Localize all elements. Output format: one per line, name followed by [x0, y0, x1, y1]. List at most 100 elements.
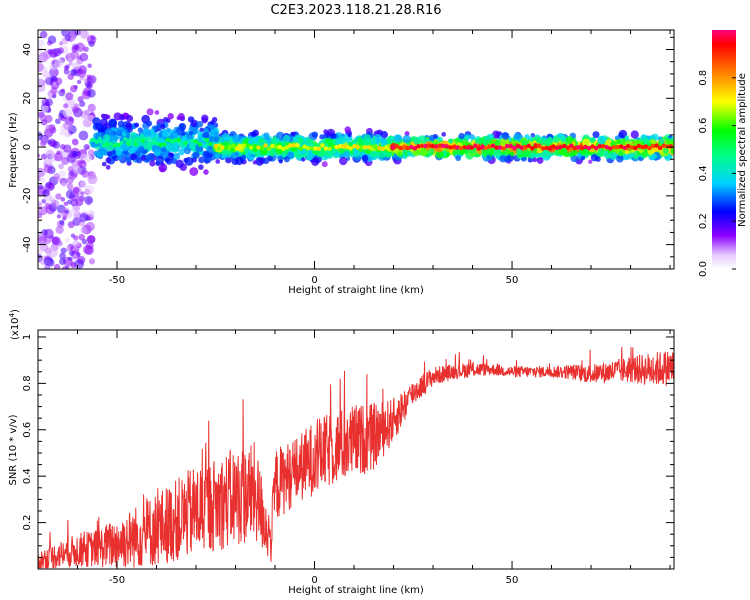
spectrogram-ridge-cell: [579, 146, 585, 151]
spectrogram-cell: [38, 212, 43, 219]
spectrogram-cell: [412, 149, 420, 157]
spectrogram-ytick-label: 20: [22, 92, 33, 105]
spectrogram-ridge-2: [213, 143, 396, 152]
spectrogram-cell: [62, 215, 68, 220]
spectrogram-ridge-cell: [608, 146, 613, 151]
spectrogram-cell: [202, 151, 210, 158]
spectrogram-cell: [671, 135, 674, 141]
spectrogram-cell: [370, 140, 376, 146]
spectrogram-cell: [160, 123, 166, 130]
spectrogram-ridge-cell: [238, 144, 243, 149]
spectrogram-xtick-label: 50: [506, 275, 519, 286]
spectrogram-ridge-cell: [147, 141, 153, 147]
spectrogram-cell: [59, 220, 65, 226]
spectrogram-ridge-cell: [133, 142, 139, 147]
spectrogram-cell: [76, 252, 81, 257]
spectrogram-ridge-cell: [483, 145, 489, 151]
spectrogram-ridge-cell: [126, 142, 132, 147]
spectrogram-cell: [363, 134, 372, 143]
spectrogram-cell: [178, 123, 187, 131]
spectrogram-cell: [361, 154, 369, 162]
spectrogram-cell: [78, 130, 89, 141]
spectrogram-cell: [643, 139, 650, 146]
spectrogram-cell: [201, 114, 209, 122]
spectrogram-cell: [38, 206, 48, 216]
spectrogram-cell: [72, 239, 80, 248]
spectrogram-cell: [77, 96, 84, 103]
spectrogram-cell: [580, 156, 586, 161]
spectrogram-cell: [85, 81, 92, 89]
spectrogram-cell: [38, 39, 45, 47]
spectrogram-cell: [184, 156, 194, 166]
spectrogram-ridge-cell: [547, 146, 553, 151]
spectrogram-cell: [189, 167, 199, 176]
spectrogram-ridge-cell: [572, 146, 578, 151]
snr-series-line: [38, 346, 674, 569]
spectrogram-cell: [151, 144, 160, 153]
spectrogram-cell: [321, 161, 328, 168]
spectrogram-cell: [56, 151, 61, 156]
spectrogram-cell: [54, 58, 64, 68]
spectrogram-cell: [263, 132, 270, 139]
colorbar-tick-label: 0.8: [698, 70, 709, 86]
spectrogram-cell: [232, 134, 242, 143]
spectrogram-cell: [290, 131, 296, 137]
spectrogram-cell: [559, 135, 567, 142]
spectrogram-cell: [67, 199, 72, 205]
spectrogram-ridge-cell: [220, 145, 226, 150]
spectrogram-cell: [581, 138, 591, 147]
spectrogram-cell: [282, 135, 291, 143]
spectrogram-ridge-cell: [112, 143, 117, 148]
spectrogram-ridge-cell: [165, 137, 171, 143]
spectrogram-cell: [201, 143, 207, 149]
spectrogram-cell: [154, 110, 160, 115]
spectrogram-cell: [640, 134, 647, 141]
colorbar-tick-label: 0.4: [698, 165, 709, 181]
spectrogram-cell: [370, 150, 378, 158]
spectrogram-cell: [38, 153, 41, 158]
spectrogram-cell: [65, 245, 71, 251]
spectrogram-cell: [301, 157, 306, 162]
spectrogram-cell: [397, 151, 402, 156]
spectrogram-cell: [41, 104, 49, 113]
spectrogram-cell: [38, 167, 46, 178]
spectrogram-cell: [77, 65, 87, 75]
spectrogram-cell: [84, 245, 94, 256]
spectrogram-cell: [63, 201, 69, 207]
spectrogram-cell: [52, 93, 57, 99]
spectrogram-cell: [448, 138, 454, 144]
spectrogram-ridge-cell: [458, 145, 464, 151]
spectrogram-cell: [60, 247, 67, 254]
spectrogram-axes: -50 0 50 -40 -20 0 20 40: [22, 30, 674, 286]
spectrogram-ridge-cell: [204, 137, 210, 143]
spectrogram-cell: [493, 148, 502, 157]
spectrogram-cell: [173, 152, 181, 160]
spectrogram-cell: [72, 106, 79, 114]
spectrogram-cell: [44, 181, 55, 192]
colorbar: 0.0 0.2 0.4 0.6 0.8 Normalized spectral ampl…: [698, 30, 748, 277]
spectrogram-ridge-cell: [337, 143, 343, 149]
spectrogram-cell: [38, 184, 44, 190]
spectrogram-cell: [81, 170, 89, 178]
spectrogram-cell: [120, 114, 126, 120]
spectrogram-cell: [68, 61, 73, 66]
snr-axes: -50 0 50 0.2 0.4 0.6 0.8 1: [22, 330, 674, 586]
spectrogram-ridge-cell: [245, 143, 250, 148]
spectrogram-cell: [469, 134, 475, 140]
spectrogram-region-0: [38, 30, 98, 269]
spectrogram-cell: [474, 138, 480, 144]
spectrogram-cell: [283, 156, 290, 163]
spectrogram-ridge-cell: [137, 141, 142, 146]
spectrogram-cell: [53, 172, 61, 180]
spectrogram-cell: [536, 157, 544, 164]
spectrogram-ridge-cell: [540, 146, 546, 151]
spectrogram-ridge-cell: [197, 142, 203, 147]
spectrogram-cell: [65, 237, 70, 243]
spectrogram-ridge-cell: [401, 144, 407, 149]
spectrogram-ridge-cell: [341, 144, 346, 149]
spectrogram-ridge-cell: [274, 144, 279, 150]
spectrogram-cell: [460, 149, 465, 154]
spectrogram-cell: [170, 144, 179, 153]
spectrogram-ridge-cell: [519, 145, 524, 150]
spectrogram-cell: [60, 88, 65, 93]
